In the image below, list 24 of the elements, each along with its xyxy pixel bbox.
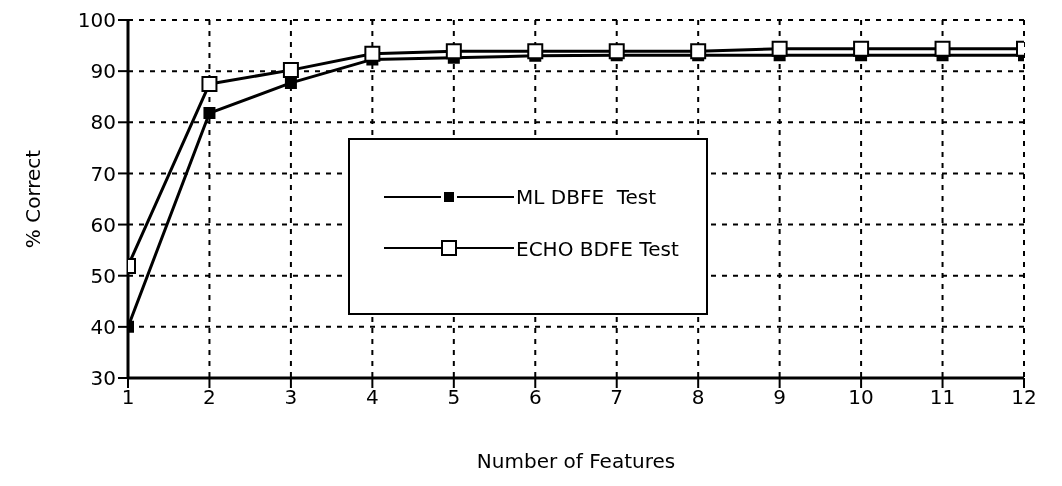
x-tick-label: 12 [1011, 385, 1037, 410]
y-tick-label: 30 [90, 366, 116, 391]
x-tick-label: 1 [121, 385, 135, 410]
x-axis-title: Number of Features [476, 449, 676, 473]
x-tick-label: 10 [848, 385, 874, 410]
x-tick-label: 3 [284, 385, 298, 410]
y-tick-label: 40 [90, 314, 116, 339]
x-tick-label: 6 [528, 385, 542, 410]
legend-label: ECHO BDFE Test [516, 236, 679, 260]
x-tick-label: 4 [366, 385, 379, 410]
x-tick-label: 7 [610, 385, 624, 410]
y-tick-label: 50 [90, 263, 116, 288]
y-tick-label: 60 [90, 212, 116, 237]
x-tick-label: 2 [203, 385, 216, 410]
y-tick-label: 90 [90, 59, 116, 84]
x-tick-label: 9 [773, 385, 786, 410]
y-axis-title: % Correct [21, 149, 46, 249]
x-tick-label: 11 [929, 385, 956, 410]
x-tick-label: 8 [691, 385, 705, 410]
y-tick-label: 70 [90, 161, 116, 186]
y-tick-label: 80 [90, 110, 116, 135]
y-tick-label: 100 [77, 8, 116, 33]
x-tick-label: 5 [447, 385, 461, 410]
legend-label: ML DBFE Test [516, 184, 657, 209]
